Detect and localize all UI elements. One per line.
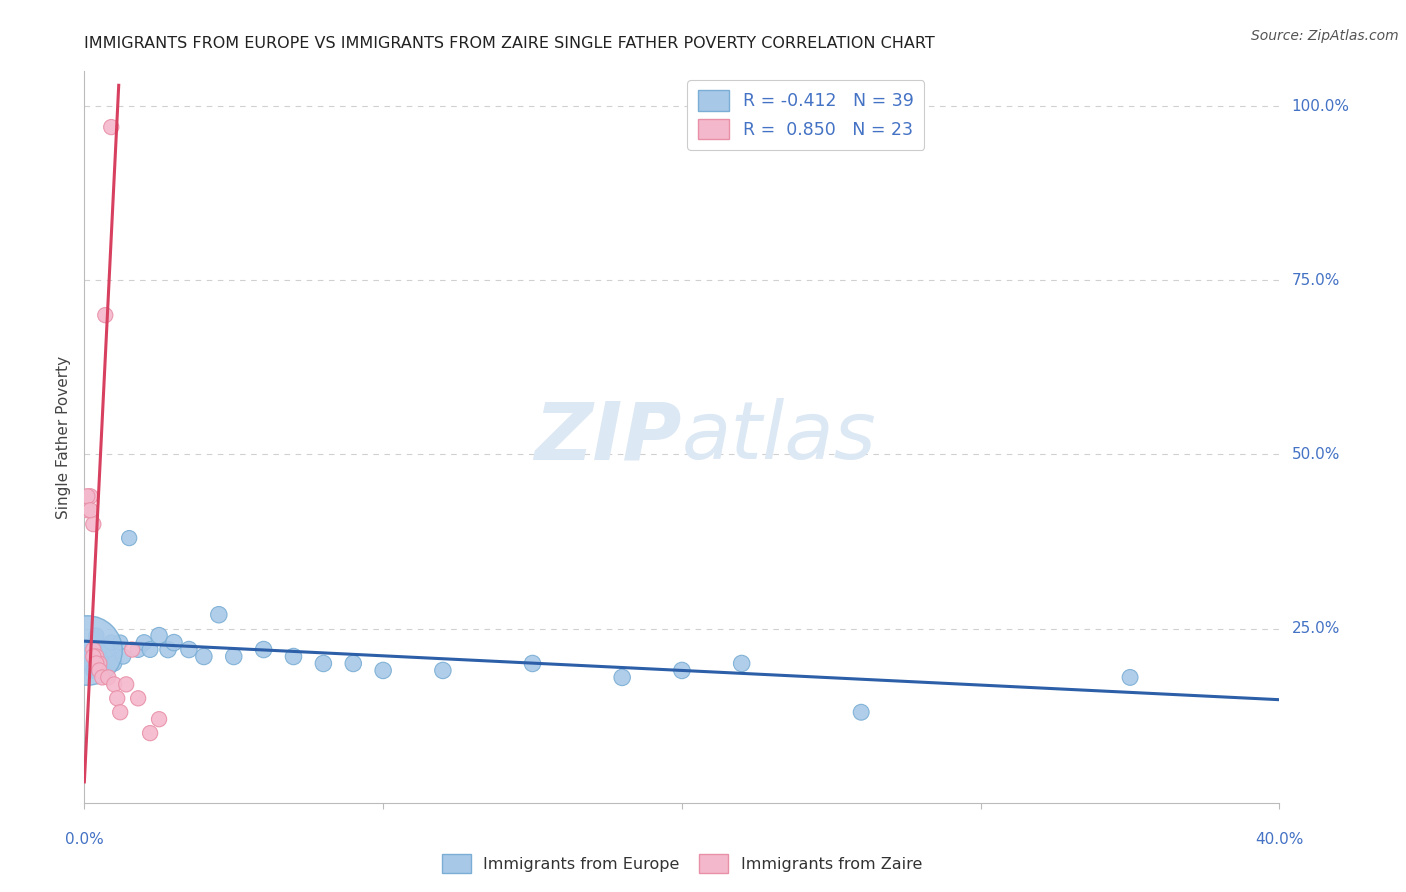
Point [79, 649, 101, 664]
Point [103, 657, 125, 671]
Legend: Immigrants from Europe, Immigrants from Zaire: Immigrants from Europe, Immigrants from … [436, 847, 928, 879]
Point [97, 670, 120, 684]
Point [610, 670, 633, 684]
Point [139, 726, 162, 740]
Point [132, 635, 156, 649]
Point [79, 503, 101, 517]
Point [148, 629, 170, 643]
Text: IMMIGRANTS FROM EUROPE VS IMMIGRANTS FROM ZAIRE SINGLE FATHER POVERTY CORRELATIO: IMMIGRANTS FROM EUROPE VS IMMIGRANTS FRO… [84, 36, 935, 51]
Point [86, 649, 108, 664]
Point [79, 489, 101, 503]
Point [283, 649, 305, 664]
Point [731, 657, 754, 671]
Point [89, 642, 111, 657]
Point [86, 657, 108, 671]
Point [127, 691, 149, 706]
Point [94, 664, 117, 678]
Point [97, 642, 120, 657]
Point [82, 649, 104, 664]
Point [342, 657, 364, 671]
Point [76, 642, 98, 657]
Text: 50.0%: 50.0% [1291, 447, 1340, 462]
Point [79, 657, 101, 671]
Point [100, 120, 122, 134]
Point [94, 308, 117, 322]
Point [82, 517, 104, 532]
Point [163, 635, 186, 649]
Point [100, 635, 122, 649]
Point [89, 649, 111, 664]
Point [82, 642, 104, 657]
Point [105, 691, 128, 706]
Point [127, 642, 149, 657]
Point [118, 531, 141, 545]
Point [222, 649, 245, 664]
Point [671, 664, 693, 678]
Point [91, 657, 114, 671]
Point [112, 649, 135, 664]
Point [208, 607, 231, 622]
Point [89, 657, 111, 671]
Point [312, 657, 335, 671]
Point [115, 677, 138, 691]
Text: 0.0%: 0.0% [65, 832, 104, 847]
Point [371, 664, 394, 678]
Point [193, 649, 215, 664]
Point [121, 642, 143, 657]
Point [76, 489, 98, 503]
Point [89, 664, 111, 678]
Point [148, 712, 170, 726]
Y-axis label: Single Father Poverty: Single Father Poverty [56, 356, 72, 518]
Point [82, 642, 104, 657]
Point [91, 670, 114, 684]
Text: ZIP: ZIP [534, 398, 682, 476]
Point [432, 664, 454, 678]
Text: atlas: atlas [682, 398, 877, 476]
Point [86, 629, 108, 643]
Point [253, 642, 276, 657]
Point [157, 642, 180, 657]
Text: Source: ZipAtlas.com: Source: ZipAtlas.com [1251, 29, 1399, 43]
Point [177, 642, 200, 657]
Point [110, 705, 132, 719]
Point [522, 657, 544, 671]
Point [849, 705, 872, 719]
Point [76, 503, 98, 517]
Text: 40.0%: 40.0% [1256, 832, 1303, 847]
Point [103, 677, 125, 691]
Point [110, 635, 132, 649]
Point [76, 642, 98, 657]
Point [86, 657, 108, 671]
Text: 25.0%: 25.0% [1291, 621, 1340, 636]
Point [1119, 670, 1142, 684]
Point [82, 664, 104, 678]
Point [139, 642, 162, 657]
Text: 100.0%: 100.0% [1291, 99, 1350, 113]
Text: 75.0%: 75.0% [1291, 273, 1340, 288]
